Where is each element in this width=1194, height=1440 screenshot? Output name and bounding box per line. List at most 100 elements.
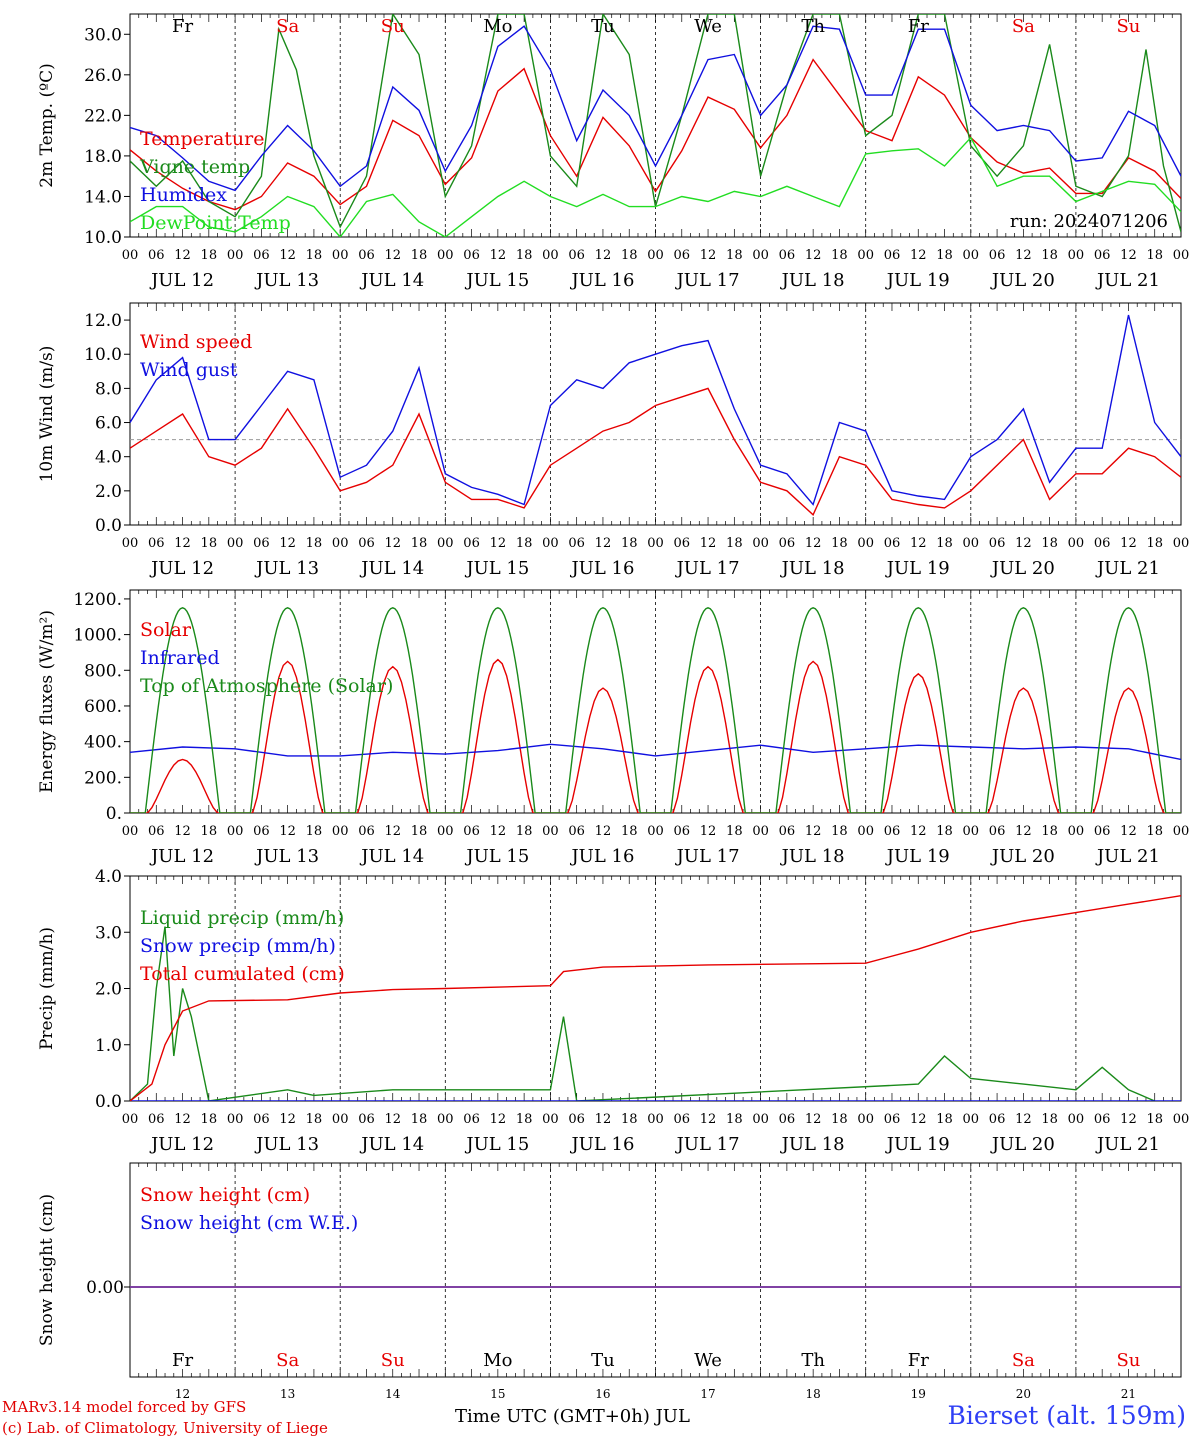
hour-tick-label: 18 [411,824,428,839]
hour-tick-label: 00 [963,824,980,839]
hour-tick-label: 06 [1094,824,1111,839]
hour-tick-label: 18 [201,824,218,839]
weekday-label-top: Mo [483,16,512,37]
hour-tick-label: 00 [437,1112,454,1127]
hour-tick-label: 12 [700,824,717,839]
hour-tick-label: 00 [647,536,664,551]
hour-tick-label: 06 [674,824,691,839]
hour-tick-label: 18 [936,536,953,551]
weekday-label-bottom: Th [801,1350,825,1371]
hour-tick-label: 06 [253,824,270,839]
weekday-label-bottom: Su [1116,1350,1140,1371]
day-label: JUL 16 [569,1134,634,1155]
hour-tick-label: 18 [411,1112,428,1127]
hour-tick-label: 12 [490,536,507,551]
hour-tick-label: 18 [726,536,743,551]
hour-tick-label: 12 [1120,1112,1137,1127]
hour-tick-label: 06 [253,248,270,263]
hour-tick-label: 06 [779,536,796,551]
y-tick-label: 8.0 [95,379,122,399]
hour-tick-label: 18 [621,248,638,263]
legend-entry: DewPoint Temp [140,212,291,234]
hour-tick-label: 06 [253,1112,270,1127]
day-label: JUL 19 [885,270,950,291]
hour-tick-label: 18 [831,824,848,839]
hour-tick-label: 18 [831,248,848,263]
series-line-solar [130,658,1181,813]
hour-tick-label: 00 [963,248,980,263]
bottom-day-number: 13 [280,1387,295,1401]
hour-tick-label: 00 [332,824,349,839]
hour-tick-label: 18 [411,248,428,263]
hour-tick-label: 06 [358,536,375,551]
y-tick-label: 400. [84,733,122,753]
y-tick-label: 18.0 [84,147,122,167]
hour-tick-label: 06 [148,536,165,551]
day-label: JUL 21 [1095,1134,1160,1155]
panel-wind [124,302,1182,526]
hour-tick-label: 18 [726,824,743,839]
day-label: JUL 19 [885,846,950,867]
hour-tick-label: 12 [1015,248,1032,263]
hour-tick-label: 06 [989,536,1006,551]
legend-entry: Wind gust [140,359,238,381]
hour-tick-label: 18 [726,248,743,263]
weekday-label-top: Fr [172,16,193,37]
hour-tick-label: 18 [516,1112,533,1127]
hour-tick-label: 18 [1041,824,1058,839]
hour-tick-label: 18 [516,248,533,263]
hour-tick-label: 00 [542,536,559,551]
panel-snow [124,1162,1182,1378]
hour-tick-label: 18 [516,824,533,839]
hour-tick-label: 18 [306,824,323,839]
hour-tick-label: 12 [910,1112,927,1127]
hour-tick-label: 18 [306,1112,323,1127]
y-axis-title: 10m Wind (m/s) [37,346,57,483]
day-label: JUL 18 [780,270,845,291]
y-tick-label: 600. [84,697,122,717]
hour-tick-label: 12 [279,536,296,551]
hour-tick-label: 12 [384,1112,401,1127]
hour-tick-label: 00 [963,536,980,551]
hour-tick-label: 00 [542,824,559,839]
hour-tick-label: 12 [1120,248,1137,263]
hour-tick-label: 06 [148,824,165,839]
y-tick-label: 0.0 [95,1092,122,1112]
hour-tick-label: 00 [752,536,769,551]
hour-tick-label: 06 [1094,536,1111,551]
legend-entry: Total cumulated (cm) [140,963,345,985]
hour-tick-label: 18 [306,248,323,263]
hour-tick-label: 00 [857,824,874,839]
day-label: JUL 12 [149,1134,214,1155]
hour-tick-label: 00 [752,1112,769,1127]
hour-tick-label: 06 [884,536,901,551]
hour-tick-label: 00 [332,1112,349,1127]
y-tick-label: 1.0 [95,1036,122,1056]
weekday-label-top: Fr [908,16,929,37]
run-annotation: run: 2024071206 [1010,211,1168,232]
hour-tick-label: 06 [1094,248,1111,263]
hour-tick-label: 00 [963,1112,980,1127]
day-label: JUL 15 [464,270,529,291]
hour-tick-label: 12 [384,824,401,839]
station-name: Bierset (alt. 159m) [947,1401,1186,1430]
hour-tick-label: 12 [279,824,296,839]
hour-tick-label: 06 [253,536,270,551]
hour-tick-label: 18 [936,1112,953,1127]
hour-tick-label: 12 [700,536,717,551]
hour-tick-label: 00 [1173,536,1190,551]
series-line-wind-speed [130,387,1181,516]
hour-tick-label: 18 [201,248,218,263]
day-label: JUL 16 [569,270,634,291]
bottom-day-number: 14 [385,1387,401,1401]
hour-tick-label: 06 [463,1112,480,1127]
y-axis-title: Energy fluxes (W/m²) [37,610,57,793]
day-label: JUL 21 [1095,846,1160,867]
legend-entry: Liquid precip (mm/h) [140,907,344,929]
y-tick-label: 12.0 [84,311,122,331]
hour-tick-label: 06 [568,536,585,551]
day-label: JUL 20 [990,1134,1055,1155]
hour-tick-label: 06 [1094,1112,1111,1127]
hour-tick-label: 00 [542,1112,559,1127]
y-tick-label: 0. [106,804,122,824]
